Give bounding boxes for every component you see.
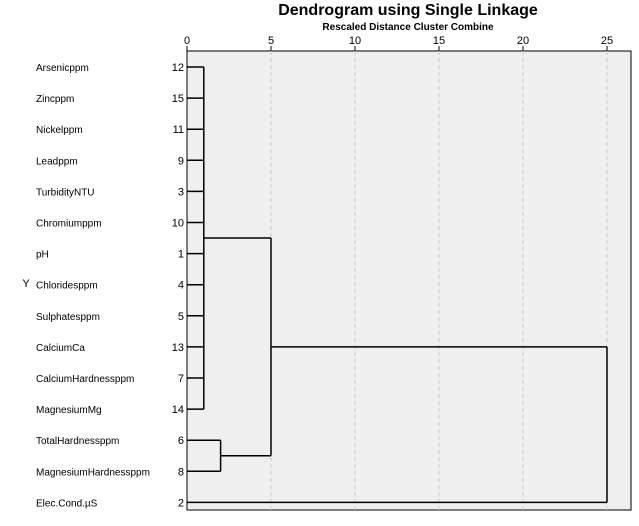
tick-label: 15 [433,35,445,47]
chart-subtitle: Rescaled Distance Cluster Combine [322,22,494,33]
chart-title: Dendrogram using Single Linkage [278,2,538,19]
leaf-number: 9 [178,155,184,167]
leaf-name: pH [36,250,49,261]
leaf-name: CalciumCa [36,343,85,354]
leaf-name: TotalHardnessppm [36,436,119,447]
leaf-name: Leadppm [36,156,78,167]
leaf-name: TurbidityNTU [36,187,95,198]
leaf-number: 12 [172,62,184,74]
leaf-name: MagnesiumMg [36,405,102,416]
leaf-name: CalciumHardnessppm [36,374,134,385]
leaf-name: Elec.Cond.µS [36,498,98,509]
leaf-number: 14 [172,404,184,416]
leaf-number: 1 [178,249,184,261]
leaf-number: 5 [178,311,184,323]
tick-label: 0 [184,35,190,47]
plot-area [186,50,632,511]
leaf-name: Arsenicppm [36,63,89,74]
y-axis-label: Y [22,278,30,290]
leaf-name: Chloridesppm [36,281,98,292]
dendrogram-links [187,66,608,504]
x-axis-ticks: 0 5 10 15 20 25 [184,35,613,51]
tick-label: 10 [349,35,361,47]
leaf-number: 8 [178,466,184,478]
leaf-number: 7 [178,373,184,385]
leaf-number: 6 [178,435,184,447]
leaf-name: Sulphatesppm [36,312,100,323]
leaf-name: Nickelppm [36,125,83,136]
tick-label: 20 [517,35,529,47]
leaf-name: MagnesiumHardnessppm [36,467,150,478]
leaf-number: 10 [172,218,184,230]
leaf-name: Chromiumppm [36,219,102,230]
tick-label: 25 [601,35,613,47]
leaf-number: 4 [178,280,184,292]
leaf-number: 2 [178,497,184,509]
leaf-name: Zincppm [36,94,74,105]
leaf-number: 11 [173,124,184,136]
tick-label: 5 [268,35,274,47]
leaf-number: 15 [172,93,184,105]
leaf-number: 3 [178,186,184,198]
leaf-number: 13 [172,342,184,354]
